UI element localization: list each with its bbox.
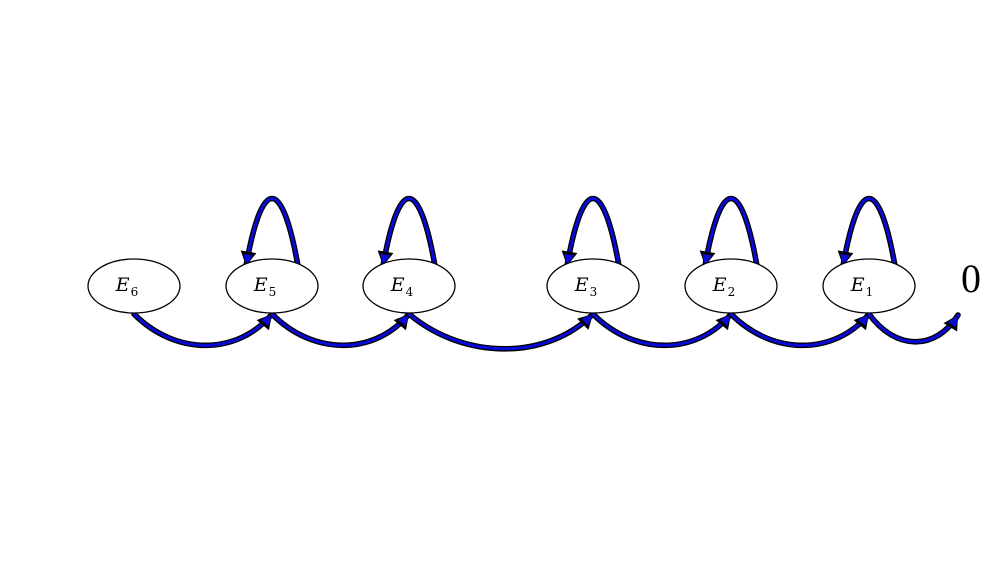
transition-e3-to-e2 — [590, 311, 734, 349]
state-node-ellipse — [87, 258, 181, 314]
transition-e2-to-e1 — [728, 311, 872, 349]
self-loop-e4 — [377, 196, 438, 269]
self-loop-e1-head — [840, 253, 850, 266]
self-loop-e1 — [837, 196, 898, 269]
self-loop-e5-head — [243, 253, 253, 266]
self-loop-e2-stroke — [703, 197, 759, 268]
state-node-ellipse — [546, 258, 640, 314]
transition-e1-to-0 — [866, 311, 961, 345]
self-loop-e1-stroke — [841, 197, 897, 268]
state-node-e3: E3 — [546, 258, 640, 314]
transition-e2-to-e1-head — [858, 314, 869, 326]
self-loop-e3 — [561, 196, 622, 269]
self-loop-e2 — [699, 196, 760, 269]
transition-e6-to-e5-head — [261, 314, 272, 326]
state-node-e4: E4 — [362, 258, 456, 314]
state-node-e5: E5 — [225, 258, 319, 314]
transition-e4-to-e3-stroke — [407, 312, 595, 351]
state-node-ellipse — [822, 258, 916, 314]
state-node-e6: E6 — [87, 258, 181, 314]
self-loop-e4-stroke — [381, 197, 437, 268]
self-loop-e2-head — [702, 253, 712, 266]
transition-e3-to-e2-stroke — [591, 312, 733, 347]
transition-e6-to-e5 — [131, 311, 275, 349]
self-loop-edges — [240, 196, 898, 269]
transition-e3-to-e2-head — [720, 314, 731, 326]
state-node-e1: E1 — [822, 258, 916, 314]
self-loop-e4-head — [380, 253, 390, 266]
transition-e5-to-e4-stroke — [270, 312, 411, 347]
state-nodes: E6 E5 E4 E3 E2 E1 — [87, 258, 916, 314]
state-node-ellipse — [225, 258, 319, 314]
self-loop-e5-stroke — [244, 197, 300, 268]
transition-e5-to-e4-head — [398, 314, 409, 326]
transition-edges — [131, 311, 961, 352]
transition-e4-to-e3 — [406, 311, 596, 352]
self-loop-e3-stroke — [565, 197, 621, 268]
transition-e4-to-e3-head — [581, 314, 593, 326]
transition-e2-to-e1-stroke — [729, 312, 871, 347]
self-loop-e3-head — [564, 253, 574, 266]
state-node-e2: E2 — [684, 258, 778, 314]
transition-e1-to-0-head — [947, 315, 958, 328]
self-loop-e5 — [240, 196, 301, 269]
state-node-ellipse — [362, 258, 456, 314]
state-node-ellipse — [684, 258, 778, 314]
terminal-state-label: 0 — [961, 256, 981, 301]
transition-e6-to-e5-stroke — [132, 312, 274, 347]
transition-e5-to-e4 — [269, 311, 412, 349]
